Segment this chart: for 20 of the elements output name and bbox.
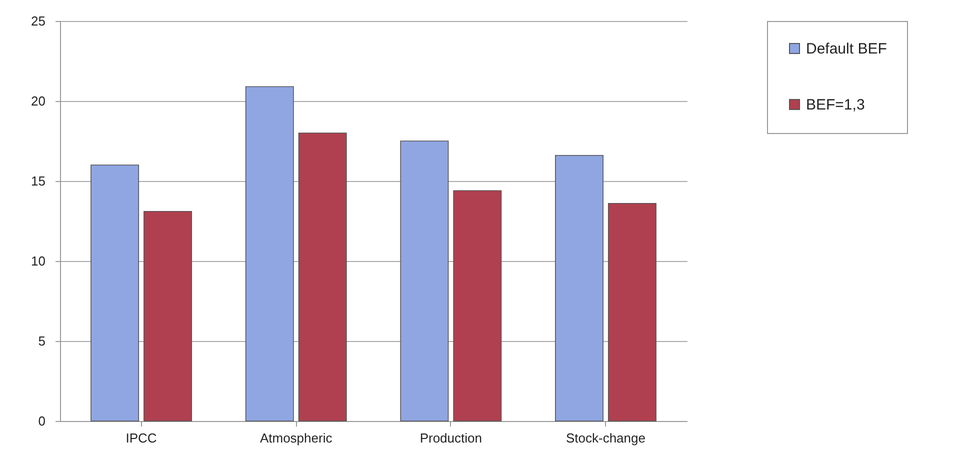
bar (608, 203, 656, 422)
legend-label: Default BEF (806, 40, 887, 58)
bar (245, 86, 294, 422)
y-tick-label: 10 (31, 254, 46, 268)
y-tick-label: 0 (38, 414, 46, 428)
bar (90, 164, 140, 422)
x-tick-label: Atmospheric (260, 430, 333, 446)
y-tick-label: 25 (31, 14, 46, 28)
x-tick-label: Stock-change (566, 430, 646, 446)
legend-label: BEF=1,3 (806, 96, 865, 114)
y-tick-label: 15 (31, 174, 46, 188)
bar (144, 211, 192, 422)
x-tick-label: Production (420, 430, 482, 446)
x-tick-label: IPCC (126, 430, 157, 446)
y-tick-label: 20 (31, 94, 46, 108)
bar (555, 155, 604, 422)
bar (298, 132, 347, 422)
bar (453, 190, 502, 422)
bar (400, 140, 449, 422)
y-tick-label: 5 (38, 334, 46, 348)
